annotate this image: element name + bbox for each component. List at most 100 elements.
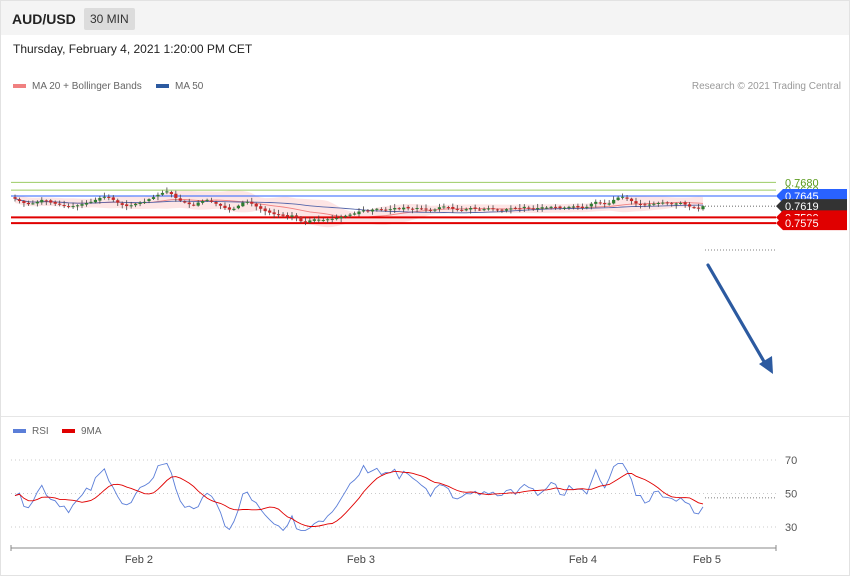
candle: [486, 205, 491, 211]
price-level-green-1: 0.7660: [11, 185, 819, 197]
timeframe-badge[interactable]: 30 MIN: [84, 8, 135, 30]
candle-body: [196, 202, 200, 206]
candle-body: [402, 207, 406, 210]
candle-body: [692, 207, 696, 209]
candle: [236, 204, 240, 210]
candle-body: [276, 214, 281, 216]
candle-body: [227, 207, 232, 210]
candle: [335, 214, 339, 221]
candle: [326, 217, 330, 224]
candle: [428, 207, 433, 213]
candle-body: [478, 209, 482, 211]
candle-body: [281, 214, 285, 216]
candle-body: [116, 200, 120, 203]
candle-body: [93, 199, 98, 203]
candle-body: [125, 204, 129, 207]
candle: [442, 203, 446, 210]
candle-body: [397, 208, 401, 210]
candle: [227, 204, 232, 213]
candle-body: [562, 207, 567, 209]
candle: [375, 207, 379, 212]
symbol-title: AUD/USD: [12, 11, 76, 27]
candle: [53, 200, 57, 206]
candle-body: [531, 208, 535, 210]
candle: [272, 208, 276, 219]
candle: [241, 200, 245, 208]
candle: [567, 205, 571, 210]
candle: [201, 199, 205, 205]
candle: [218, 203, 223, 210]
candle-body: [250, 201, 254, 204]
candle-body: [464, 209, 468, 211]
candle: [62, 200, 66, 209]
chart-datetime: Thursday, February 4, 2021 1:20:00 PM CE…: [13, 42, 253, 56]
legend-ma50-label: MA 50: [175, 81, 204, 92]
candle-body: [620, 196, 625, 198]
candle-body: [290, 215, 294, 217]
candle: [308, 217, 312, 224]
candle-body: [594, 201, 598, 204]
candle-body: [612, 199, 616, 204]
candle: [652, 201, 656, 207]
candle-body: [17, 199, 22, 202]
candle-body: [643, 204, 647, 206]
candle-body: [223, 205, 227, 209]
candle-body: [679, 202, 683, 204]
candle: [469, 206, 473, 214]
candle: [245, 199, 249, 205]
candle: [437, 203, 442, 212]
candle-body: [49, 200, 53, 203]
candle: [156, 192, 160, 201]
legend-ma50: MA 50: [156, 81, 203, 92]
candle-body: [419, 208, 424, 210]
candle: [17, 197, 22, 204]
candle: [75, 204, 80, 211]
x-tick-label: Feb 5: [693, 554, 721, 566]
candle: [553, 204, 558, 210]
x-tick-label: Feb 4: [569, 554, 597, 566]
candle-body: [205, 199, 209, 201]
candle: [580, 203, 584, 211]
candle-body: [26, 202, 31, 205]
candle-body: [312, 219, 316, 221]
legend-rsi: RSI: [13, 426, 49, 437]
candle: [513, 206, 517, 210]
candle: [473, 204, 477, 212]
candle-body: [357, 211, 361, 215]
candle-body: [245, 201, 249, 203]
candle: [49, 199, 53, 205]
candle-body: [183, 201, 187, 203]
candle: [111, 195, 115, 203]
candle: [13, 194, 17, 202]
rsi-line: [14, 462, 704, 532]
candle-body: [634, 201, 638, 204]
candle: [263, 206, 267, 216]
candle: [384, 207, 388, 212]
candle-body: [13, 197, 17, 199]
candle-body: [656, 202, 660, 204]
candle: [58, 200, 62, 207]
candle: [482, 207, 486, 212]
candle-body: [558, 206, 562, 209]
candle-body: [580, 206, 584, 209]
candle-body: [147, 199, 151, 202]
candle: [26, 200, 31, 206]
candle-body: [375, 208, 379, 210]
candle: [603, 199, 607, 208]
candle-body: [120, 203, 124, 205]
candle: [683, 200, 687, 208]
candle: [536, 203, 540, 212]
candle-body: [67, 206, 71, 208]
candle-body: [482, 209, 486, 211]
candle: [576, 203, 580, 210]
panel-divider: [1, 416, 849, 417]
candle: [205, 198, 209, 202]
candle-body: [549, 206, 553, 208]
candle: [433, 208, 437, 213]
candle: [661, 199, 665, 205]
candle: [679, 201, 683, 205]
candle: [35, 200, 39, 207]
candle: [491, 205, 495, 212]
candle-body: [469, 208, 473, 210]
